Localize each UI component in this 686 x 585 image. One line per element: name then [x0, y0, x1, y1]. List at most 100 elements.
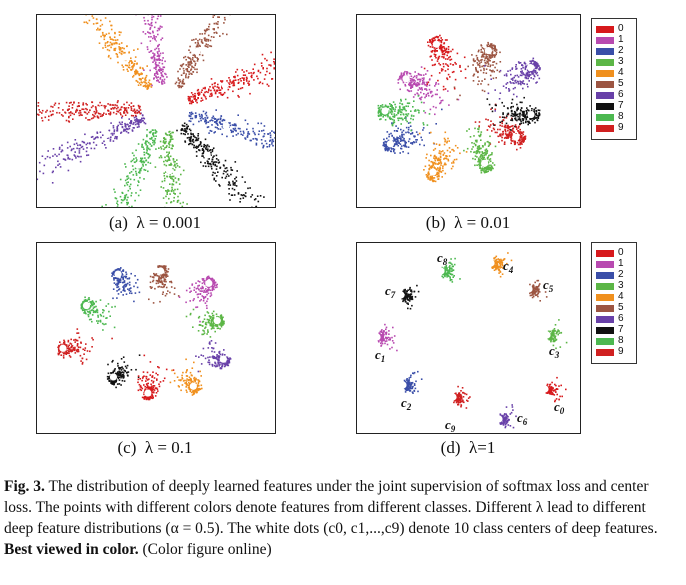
class-center-dot [484, 46, 493, 55]
class-center-dot [449, 393, 457, 401]
cluster-class-5 [525, 279, 548, 302]
panel-a-caption-lambda: λ = 0.001 [136, 213, 201, 232]
class-center-dot [149, 40, 158, 48]
cluster-class-3 [154, 130, 188, 207]
class-center-dot [543, 331, 551, 339]
legend-label: 5 [618, 302, 624, 313]
legend-entry-4: 4 [596, 291, 636, 302]
cluster-class-9 [449, 385, 471, 409]
cluster-class-8 [80, 296, 116, 331]
legend-label: 5 [618, 78, 624, 89]
cluster-class-2 [188, 109, 275, 151]
class-center-dot [437, 267, 445, 275]
cluster-class-7 [486, 96, 541, 131]
class-center-dot [432, 40, 441, 48]
class-center-dot [526, 63, 535, 72]
center-label-c1: c1 [375, 347, 385, 364]
class-center-dot [219, 355, 227, 363]
panel-d-scatter: c0 c1 c2 c3 c4 c5 c6 c7 c8 c9 [356, 242, 581, 434]
legend-swatch [596, 125, 614, 132]
panel-c-plot [57, 265, 232, 401]
cluster-class-6 [37, 110, 147, 184]
legend-swatch [596, 37, 614, 44]
center-label-c0: c0 [554, 399, 565, 416]
center-label-c7: c7 [385, 283, 396, 300]
legend-swatch [596, 316, 614, 323]
center-label-c2: c2 [401, 395, 412, 412]
legend-swatch [596, 26, 614, 33]
class-center-dot [134, 161, 142, 169]
cluster-class-6 [195, 340, 232, 373]
legend-swatch [596, 114, 614, 121]
legend-swatch [596, 349, 614, 356]
legend-label: 7 [618, 324, 624, 335]
cluster-class-3 [463, 126, 497, 174]
legend-label: 2 [618, 45, 624, 56]
legend-entry-2: 2 [596, 45, 636, 56]
cluster-class-0 [541, 376, 567, 403]
panel-b-scatter [356, 14, 581, 208]
class-center-dot [156, 267, 165, 275]
class-center-dot [189, 382, 197, 390]
panel-d-caption: (d) λ=1 [348, 438, 588, 458]
center-label-c3: c3 [549, 343, 560, 360]
cluster-class-7 [176, 122, 265, 207]
legend-swatch [596, 338, 614, 345]
center-label-c9: c9 [445, 417, 456, 433]
panel-b-caption: (b) λ = 0.01 [348, 213, 588, 233]
legend-swatch [596, 327, 614, 334]
legend-swatch [596, 81, 614, 88]
class-center-dot [527, 110, 535, 119]
legend-label: 0 [618, 23, 624, 34]
class-center-dot [144, 389, 152, 397]
legend-entry-1: 1 [596, 258, 636, 269]
legend-swatch [596, 103, 614, 110]
cluster-class-6 [484, 57, 541, 112]
cluster-class-7 [106, 354, 141, 389]
panel-d-plot: c0 c1 c2 c3 c4 c5 c6 c7 c8 c9 [373, 250, 568, 433]
figure-caption-bold: Best viewed in color. [4, 541, 139, 558]
panel-a-plot [37, 15, 275, 207]
class-center-dot [429, 168, 437, 176]
cluster-class-4 [83, 15, 153, 90]
cluster-class-6 [495, 404, 517, 429]
cluster-class-8 [101, 129, 158, 207]
panel-c-scatter [36, 242, 276, 434]
legend-label: 4 [618, 67, 624, 78]
legend-entry-8: 8 [596, 335, 636, 346]
legend-label: 6 [618, 89, 624, 100]
cluster-class-5 [174, 15, 231, 89]
legend-swatch [596, 92, 614, 99]
cluster-class-1 [135, 15, 168, 87]
legend-label: 9 [618, 346, 624, 357]
class-center-dot [59, 344, 67, 352]
class-center-dot [109, 373, 118, 381]
legend-label: 3 [618, 280, 624, 291]
panel-b-caption-prefix: (b) [425, 213, 446, 232]
legend-entry-5: 5 [596, 78, 636, 89]
class-center-dot [386, 140, 394, 148]
legend-swatch [596, 48, 614, 55]
legend-label: 2 [618, 269, 624, 280]
class-center-dot [480, 159, 489, 167]
figure-caption-note: (Color figure online) [138, 541, 272, 558]
legend-swatch [596, 250, 614, 257]
legend-swatch [596, 261, 614, 268]
class-center-dot [487, 259, 495, 267]
legend-entry-7: 7 [596, 324, 636, 335]
cluster-class-4 [418, 131, 468, 183]
class-center-dot [373, 333, 381, 341]
center-label-c4: c4 [503, 258, 514, 275]
legend-swatch [596, 305, 614, 312]
legend-swatch [596, 294, 614, 301]
cluster-class-1 [373, 323, 398, 352]
panel-b-plot [377, 34, 541, 183]
cluster-class-8 [377, 95, 431, 132]
class-center-dot [114, 270, 122, 278]
legend-label: 4 [618, 291, 624, 302]
class-center-dot [495, 415, 503, 423]
center-label-c8: c8 [437, 250, 448, 267]
panel-c-caption-prefix: (c) [117, 438, 137, 457]
legend-entry-9: 9 [596, 346, 636, 357]
